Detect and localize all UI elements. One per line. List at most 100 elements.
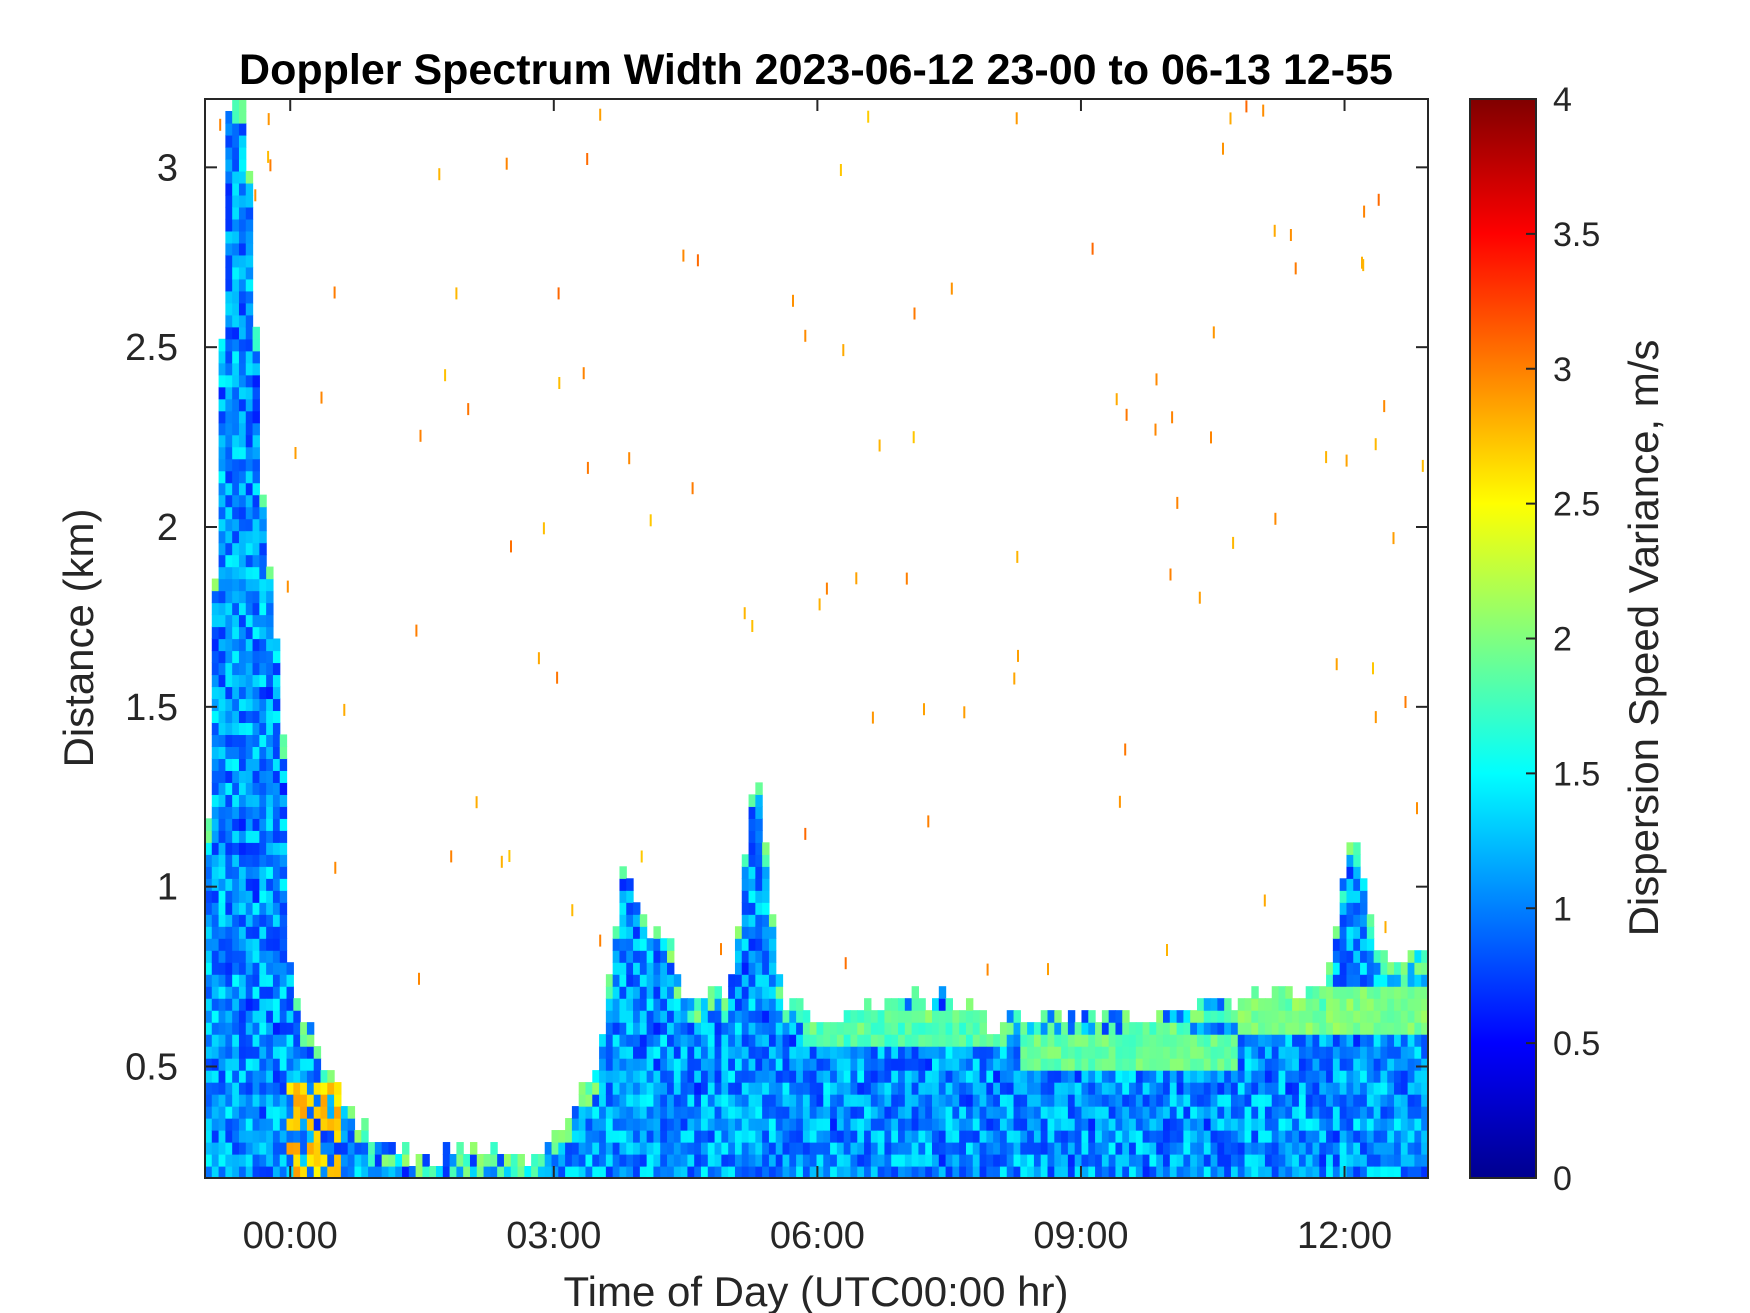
heatmap-cell [1047,1058,1055,1071]
heatmap-cell [218,854,226,867]
heatmap-cell [932,1034,940,1047]
heatmap-cell [266,998,274,1011]
heatmap-cell [626,926,634,939]
heatmap-cell [259,686,267,700]
heatmap-cell [734,1070,743,1083]
heatmap-cell [1407,1070,1416,1083]
heatmap-cell [1407,1058,1416,1071]
heatmap-cell [1196,1094,1205,1107]
heatmap-cell [313,1058,322,1071]
heatmap-cell [1006,1082,1015,1095]
heatmap-cell [660,962,668,975]
heatmap-cell [245,626,254,640]
heatmap-cell [660,1166,668,1178]
heatmap-cell [211,806,220,819]
heatmap-cell [1156,1106,1164,1119]
heatmap-cell [1292,1034,1300,1047]
heatmap-cell [1176,1094,1184,1107]
heatmap-cell [293,1070,301,1083]
heatmap-cell [211,986,220,999]
heatmap-cell [1095,1142,1103,1155]
heatmap-cell [266,758,274,771]
heatmap-cell [1319,1106,1327,1119]
heatmap-cell [1203,1154,1212,1167]
heatmap-cell [782,1070,790,1083]
heatmap-cell [205,866,213,879]
heatmap-cell [293,998,301,1011]
heatmap-cell [225,758,233,771]
heatmap-cell [836,1070,845,1083]
heatmap-cell [225,518,233,532]
heatmap-cell [1366,1142,1375,1155]
heatmap-cell [286,1046,294,1059]
heatmap-cell [279,746,288,759]
heatmap-cell [1387,1142,1395,1155]
heatmap-cell [565,1154,573,1167]
heatmap-cell [979,1034,987,1047]
heatmap-cell [272,914,281,927]
heatmap-cell [1407,998,1416,1011]
heatmap-speck [450,850,453,863]
heatmap-cell [925,1118,933,1131]
heatmap-cell [1360,902,1368,915]
heatmap-cell [993,1046,1001,1059]
heatmap-cell [1292,1154,1300,1167]
heatmap-cell [965,1142,974,1155]
heatmap-cell [238,866,247,879]
heatmap-cell [612,1094,621,1107]
heatmap-cell [211,926,220,939]
heatmap-cell [225,698,233,712]
heatmap-cell [1414,1094,1422,1107]
heatmap-cell [1285,1082,1293,1095]
heatmap-cell [327,1142,335,1155]
heatmap-cell [1020,1142,1028,1155]
heatmap-cell [884,1070,892,1083]
heatmap-cell [211,698,220,712]
heatmap-cell [1271,1022,1280,1035]
heatmap-cell [1353,878,1361,891]
heatmap-cell [1217,1106,1225,1119]
heatmap-cell [592,1094,600,1107]
heatmap-cell [1074,1070,1083,1083]
heatmap-cell [286,1094,294,1107]
heatmap-cell [1163,1118,1171,1131]
heatmap-speck [1013,672,1016,685]
heatmap-speck [1345,454,1348,467]
heatmap-cell [286,1118,294,1131]
heatmap-cell [646,1166,655,1178]
heatmap-cell [1020,1046,1028,1059]
heatmap-cell [1176,1118,1184,1131]
heatmap-cell [938,998,947,1011]
heatmap-cell [925,1094,933,1107]
heatmap-cell [238,446,247,460]
heatmap-cell [932,1106,940,1119]
heatmap-cell [796,1022,804,1035]
heatmap-cell [925,1154,933,1167]
heatmap-cell [1115,1166,1123,1178]
heatmap-cell [1285,1046,1293,1059]
heatmap-cell [232,302,240,316]
heatmap-cell [816,1118,824,1131]
heatmap-cell [381,1142,390,1155]
heatmap-cell [327,1106,335,1119]
heatmap-cell [673,1046,682,1059]
heatmap-cell [605,1166,614,1178]
heatmap-cell [864,1166,872,1178]
heatmap-cell [1292,1010,1300,1023]
heatmap-cell [320,1070,328,1083]
heatmap-cell [626,1022,634,1035]
heatmap-cell [1115,1082,1123,1095]
heatmap-cell [252,1094,260,1107]
heatmap-cell [911,1118,920,1131]
heatmap-cell [259,1142,267,1155]
heatmap-cell [1339,1118,1348,1131]
heatmap-cell [1183,1022,1191,1035]
heatmap-cell [864,1118,872,1131]
heatmap-cell [605,974,614,987]
heatmap-cell [211,1130,220,1143]
heatmap-cell [633,926,641,939]
heatmap-cell [232,662,240,676]
heatmap-cell [884,1034,892,1047]
heatmap-cell [734,1154,743,1167]
heatmap-cell [768,1154,777,1167]
